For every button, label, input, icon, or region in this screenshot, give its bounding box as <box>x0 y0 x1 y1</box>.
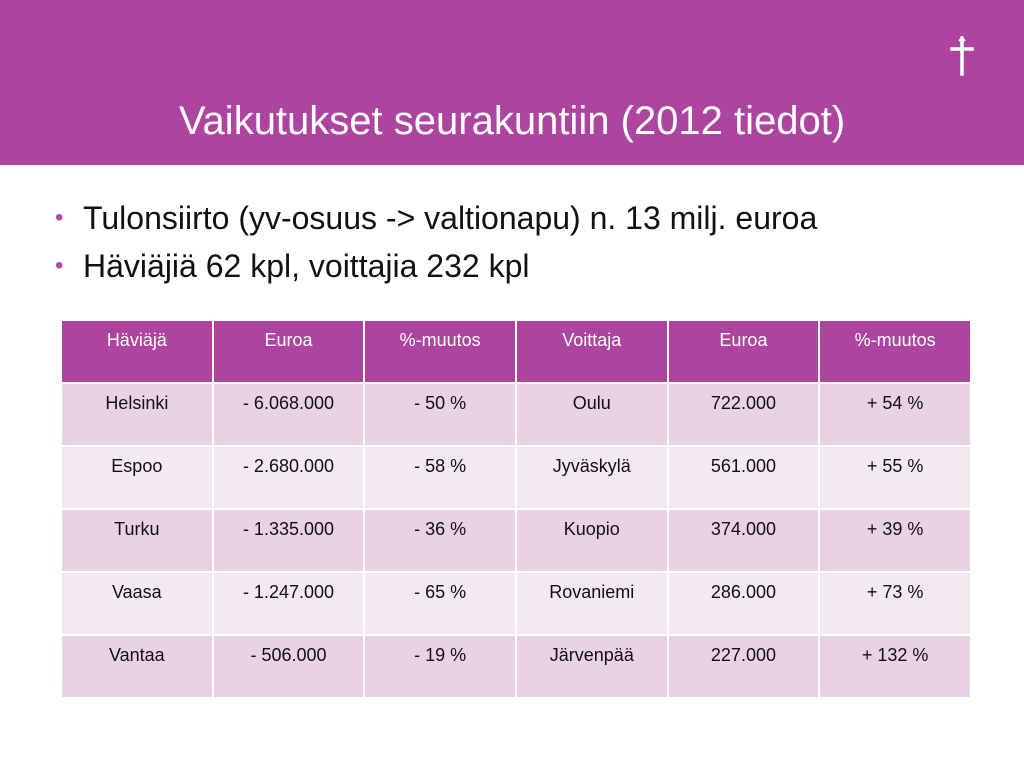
cell: - 1.247.000 <box>211 571 366 636</box>
cell: Oulu <box>514 382 669 447</box>
cell: 561.000 <box>666 445 821 510</box>
cell: - 2.680.000 <box>211 445 366 510</box>
table-row: Espoo - 2.680.000 - 58 % Jyväskylä 561.0… <box>60 445 972 510</box>
cell: - 1.335.000 <box>211 508 366 573</box>
cell: Helsinki <box>60 382 214 447</box>
table-header-row: Häviäjä Euroa %-muutos Voittaja Euroa %-… <box>60 319 972 384</box>
cell: Rovaniemi <box>514 571 669 636</box>
cell: + 55 % <box>818 445 972 510</box>
table-row: Turku - 1.335.000 - 36 % Kuopio 374.000 … <box>60 508 972 573</box>
cell: Jyväskylä <box>514 445 669 510</box>
cell: - 58 % <box>363 445 517 510</box>
cell: + 132 % <box>818 634 972 699</box>
cell: Vaasa <box>60 571 214 636</box>
cell: Turku <box>60 508 214 573</box>
header-winner: Voittaja <box>514 319 669 384</box>
cell: - 50 % <box>363 382 517 447</box>
cross-icon <box>950 36 974 76</box>
bullet-item: • Tulonsiirto (yv-osuus -> valtionapu) n… <box>55 194 817 242</box>
header-loser-euro: Euroa <box>211 319 366 384</box>
cell: Espoo <box>60 445 214 510</box>
bullet-marker: • <box>55 252 64 279</box>
slide-title: Vaikutukset seurakuntiin (2012 tiedot) <box>178 99 846 143</box>
bullet-item: • Häviäjiä 62 kpl, voittajia 232 kpl <box>55 242 817 290</box>
title-banner: Vaikutukset seurakuntiin (2012 tiedot) <box>0 0 1024 165</box>
cell: - 19 % <box>363 634 517 699</box>
cell: - 65 % <box>363 571 517 636</box>
cell: - 6.068.000 <box>211 382 366 447</box>
cell: - 506.000 <box>211 634 366 699</box>
cell: + 39 % <box>818 508 972 573</box>
cell: Kuopio <box>514 508 669 573</box>
bullet-marker: • <box>55 204 64 231</box>
cell: - 36 % <box>363 508 517 573</box>
bullet-list: • Tulonsiirto (yv-osuus -> valtionapu) n… <box>55 194 817 290</box>
bullet-text: Tulonsiirto (yv-osuus -> valtionapu) n. … <box>83 200 818 236</box>
cell: 286.000 <box>666 571 821 636</box>
cell: + 54 % <box>818 382 972 447</box>
bullet-text: Häviäjiä 62 kpl, voittajia 232 kpl <box>83 248 530 284</box>
table-row: Vantaa - 506.000 - 19 % Järvenpää 227.00… <box>60 634 972 699</box>
cell: 374.000 <box>666 508 821 573</box>
cell: 227.000 <box>666 634 821 699</box>
table-row: Vaasa - 1.247.000 - 65 % Rovaniemi 286.0… <box>60 571 972 636</box>
cell: + 73 % <box>818 571 972 636</box>
header-loser-change: %-muutos <box>363 319 517 384</box>
cell: Vantaa <box>60 634 214 699</box>
header-loser: Häviäjä <box>60 319 214 384</box>
results-table: Häviäjä Euroa %-muutos Voittaja Euroa %-… <box>60 319 972 699</box>
cell: 722.000 <box>666 382 821 447</box>
table-row: Helsinki - 6.068.000 - 50 % Oulu 722.000… <box>60 382 972 447</box>
header-winner-euro: Euroa <box>666 319 821 384</box>
cell: Järvenpää <box>514 634 669 699</box>
header-winner-change: %-muutos <box>818 319 972 384</box>
